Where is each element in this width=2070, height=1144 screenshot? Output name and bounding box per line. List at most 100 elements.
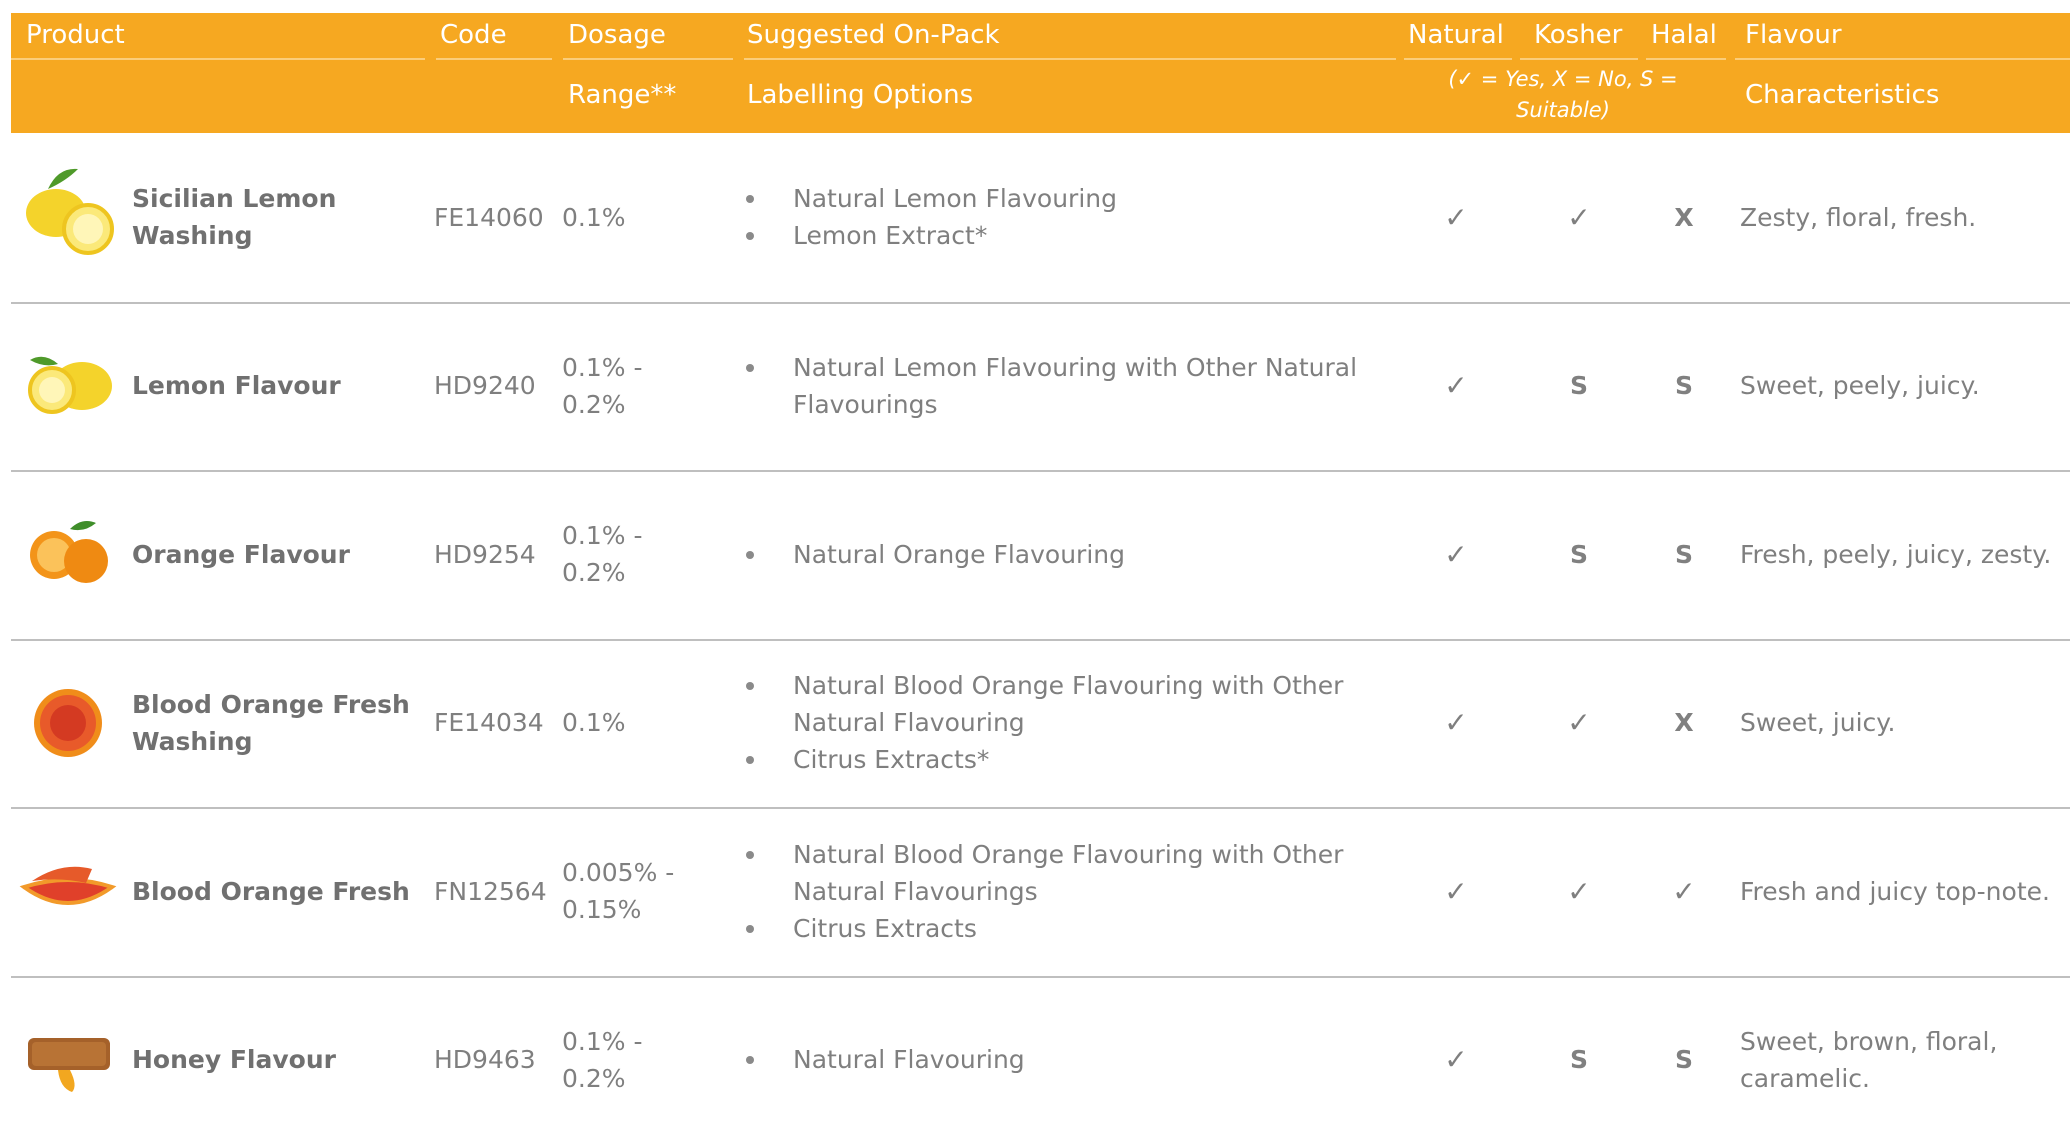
labelling-list: Natural Blood Orange Flavouring with Oth… xyxy=(742,667,1377,778)
labelling-item: Citrus Extracts* xyxy=(742,741,1377,778)
dosage-cell: 0.1% xyxy=(562,639,702,808)
labelling-list: Natural Blood Orange Flavouring with Oth… xyxy=(742,836,1377,947)
labelling-item: Natural Orange Flavouring xyxy=(742,536,1125,573)
labelling-item: Natural Blood Orange Flavouring with Oth… xyxy=(742,667,1377,741)
page: Product Code Dosage Suggested On-Pack Na… xyxy=(0,0,2070,1139)
halal-cell: ✓ xyxy=(1634,807,1734,976)
labelling-list: Natural Flavouring xyxy=(742,1041,1025,1078)
flavour-cell: Fresh and juicy top-note. xyxy=(1740,807,2065,976)
labelling-cell: Natural Orange Flavouring xyxy=(742,470,1377,639)
dosage-cell: 0.1% xyxy=(562,133,702,302)
halal-cell: S xyxy=(1634,976,1734,1144)
dosage: 0.1% xyxy=(562,199,626,236)
labelling-cell: Natural Blood Orange Flavouring with Oth… xyxy=(742,807,1377,976)
kosher-status: ✓ xyxy=(1567,704,1590,741)
dosage-cell: 0.1% - 0.2% xyxy=(562,302,702,471)
dosage: 0.1% - 0.2% xyxy=(562,1023,702,1097)
product-cell: Lemon Flavour xyxy=(132,302,432,471)
halal-status: S xyxy=(1675,367,1693,404)
halal-status: ✓ xyxy=(1672,873,1695,910)
natural-cell: ✓ xyxy=(1406,470,1506,639)
labelling-item: Natural Lemon Flavouring xyxy=(742,180,1117,217)
code-cell: FN12564 xyxy=(434,807,562,976)
flavour-cell: Fresh, peely, juicy, zesty. xyxy=(1740,470,2065,639)
flavour: Sweet, brown, floral, caramelic. xyxy=(1740,1023,2065,1097)
row-separator xyxy=(11,470,2070,472)
halal-status: S xyxy=(1675,1041,1693,1078)
natural-status: ✓ xyxy=(1444,536,1467,573)
code-cell: FE14034 xyxy=(434,639,562,808)
product-cell: Sicilian Lemon Washing xyxy=(132,133,432,302)
flavour: Zesty, floral, fresh. xyxy=(1740,199,1976,236)
product-name: Blood Orange Fresh Washing xyxy=(132,686,432,760)
natural-cell: ✓ xyxy=(1406,133,1506,302)
dosage: 0.1% xyxy=(562,704,626,741)
natural-cell: ✓ xyxy=(1406,807,1506,976)
product-name: Sicilian Lemon Washing xyxy=(132,180,432,254)
labelling-item: Natural Lemon Flavouring with Other Natu… xyxy=(742,349,1377,423)
kosher-cell: ✓ xyxy=(1529,133,1629,302)
halal-cell: S xyxy=(1634,302,1734,471)
orange-icon xyxy=(30,521,108,583)
product-name: Lemon Flavour xyxy=(132,367,341,404)
flavour-cell: Zesty, floral, fresh. xyxy=(1740,133,2065,302)
code: FE14034 xyxy=(434,704,544,741)
halal-status: S xyxy=(1675,536,1693,573)
flavour-cell: Sweet, brown, floral, caramelic. xyxy=(1740,976,2065,1144)
product-cell: Honey Flavour xyxy=(132,976,432,1144)
halal-status: X xyxy=(1674,199,1693,236)
code: FN12564 xyxy=(434,873,547,910)
product-name: Blood Orange Fresh xyxy=(132,873,410,910)
labelling-item: Citrus Extracts xyxy=(742,910,1377,947)
natural-status: ✓ xyxy=(1444,367,1467,404)
labelling-item: Natural Blood Orange Flavouring with Oth… xyxy=(742,836,1377,910)
labelling-cell: Natural Blood Orange Flavouring with Oth… xyxy=(742,639,1377,808)
lemon-icon xyxy=(26,169,112,253)
product-cell: Blood Orange Fresh xyxy=(132,807,432,976)
kosher-cell: ✓ xyxy=(1529,639,1629,808)
flavour-cell: Sweet, peely, juicy. xyxy=(1740,302,2065,471)
code-cell: HD9254 xyxy=(434,470,562,639)
row-separator xyxy=(11,807,2070,809)
row-separator xyxy=(11,639,2070,641)
labelling-cell: Natural Lemon Flavouring with Other Natu… xyxy=(742,302,1377,471)
dosage: 0.005% - 0.15% xyxy=(562,854,702,928)
product-name: Orange Flavour xyxy=(132,536,350,573)
flavour: Sweet, juicy. xyxy=(1740,704,1895,741)
code-cell: HD9463 xyxy=(434,976,562,1144)
halal-cell: S xyxy=(1634,470,1734,639)
flavour-cell: Sweet, juicy. xyxy=(1740,639,2065,808)
product-cell: Orange Flavour xyxy=(132,470,432,639)
dosage-cell: 0.1% - 0.2% xyxy=(562,976,702,1144)
labelling-cell: Natural Flavouring xyxy=(742,976,1377,1144)
kosher-status: ✓ xyxy=(1567,199,1590,236)
blood-orange-icon xyxy=(34,689,102,757)
row-separator xyxy=(11,302,2070,304)
natural-cell: ✓ xyxy=(1406,639,1506,808)
halal-cell: X xyxy=(1634,133,1734,302)
natural-cell: ✓ xyxy=(1406,302,1506,471)
lemon-icon xyxy=(30,357,112,412)
product-name: Honey Flavour xyxy=(132,1041,336,1078)
kosher-cell: S xyxy=(1529,470,1629,639)
code: HD9240 xyxy=(434,367,536,404)
code: HD9254 xyxy=(434,536,536,573)
product-cell: Blood Orange Fresh Washing xyxy=(132,639,432,808)
halal-status: X xyxy=(1674,704,1693,741)
blood-orange-icon xyxy=(24,867,112,903)
flavour: Fresh, peely, juicy, zesty. xyxy=(1740,536,2051,573)
code-cell: HD9240 xyxy=(434,302,562,471)
flavour: Sweet, peely, juicy. xyxy=(1740,367,1980,404)
natural-status: ✓ xyxy=(1444,199,1467,236)
labelling-list: Natural Orange Flavouring xyxy=(742,536,1125,573)
labelling-list: Natural Lemon Flavouring with Other Natu… xyxy=(742,349,1377,423)
halal-cell: X xyxy=(1634,639,1734,808)
dosage: 0.1% - 0.2% xyxy=(562,349,702,423)
labelling-item: Natural Flavouring xyxy=(742,1041,1025,1078)
natural-status: ✓ xyxy=(1444,1041,1467,1078)
labelling-item: Lemon Extract* xyxy=(742,217,1117,254)
flavour: Fresh and juicy top-note. xyxy=(1740,873,2050,910)
kosher-status: S xyxy=(1570,367,1588,404)
